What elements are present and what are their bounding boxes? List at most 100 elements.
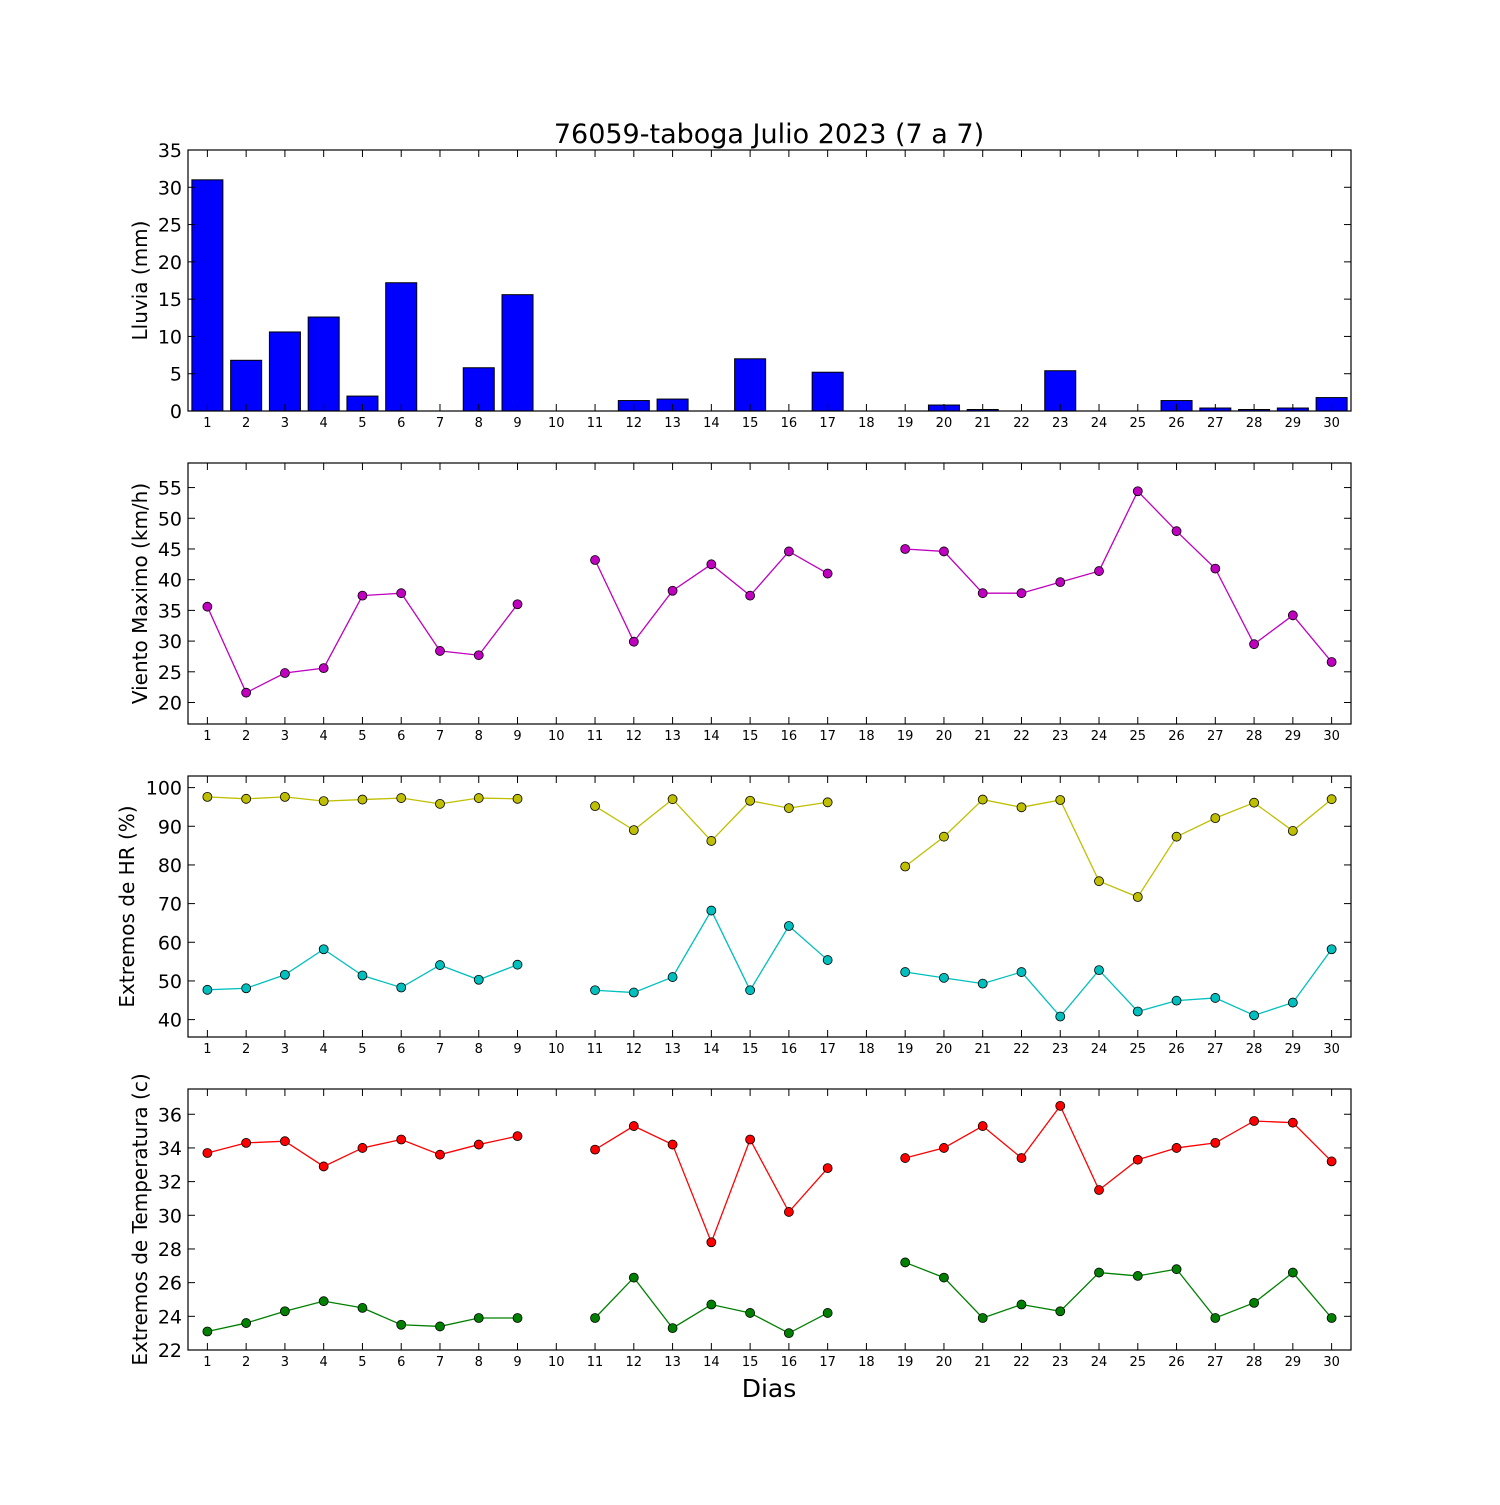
x-tick-label: 28: [1246, 416, 1263, 431]
series-2-point-day-28: [1249, 1297, 1259, 1308]
series-1-point-day-1: [202, 601, 213, 612]
series-1-point-day-9: [512, 599, 523, 610]
series-2-point-day-23: [1055, 1011, 1066, 1022]
x-tick-label: 30: [1323, 1042, 1340, 1057]
series-2-point-day-22: [1016, 1299, 1027, 1310]
series-1-point-day-4: [318, 796, 329, 807]
series-1-point-day-24: [1094, 1185, 1104, 1195]
x-tick-label: 15: [742, 729, 759, 744]
x-tick-label: 15: [742, 416, 759, 431]
series-2-point-day-20: [939, 1272, 949, 1283]
x-axis-label: Dias: [742, 1374, 797, 1403]
series-line-1: [206, 592, 519, 694]
series-2-point-day-5: [357, 970, 368, 981]
series-2-point-day-9: [512, 959, 523, 970]
series-line-2: [905, 948, 1333, 1018]
x-tick-label: 3: [281, 1042, 289, 1057]
x-tick-label: 26: [1168, 1042, 1185, 1057]
series-1-point-day-7: [435, 1149, 445, 1160]
x-tick-label: 22: [1013, 1042, 1030, 1057]
x-tick-label: 24: [1091, 729, 1108, 744]
y-tick-label: 60: [158, 932, 182, 954]
axes-frame: [187, 462, 1352, 725]
bar-day-4: [307, 316, 340, 412]
series-1-point-day-4: [318, 1161, 329, 1172]
x-tick-label: 29: [1285, 1355, 1302, 1370]
series-line-2: [595, 909, 829, 994]
series-1-point-day-16: [783, 546, 794, 557]
bar-day-9: [501, 294, 534, 412]
x-tick-label: 1: [203, 729, 211, 744]
x-tick-label: 28: [1246, 1355, 1263, 1370]
x-tick-label: 26: [1168, 729, 1185, 744]
x-tick-label: 7: [436, 1042, 444, 1057]
series-2-point-day-2: [241, 1318, 252, 1328]
x-tick-label: 18: [858, 729, 875, 744]
series-1-point-day-17: [822, 797, 833, 808]
series-2-point-day-1: [202, 1326, 213, 1337]
y-tick-label: 45: [158, 539, 182, 561]
x-tick-label: 21: [974, 1355, 991, 1370]
series-line-1: [904, 798, 1333, 898]
x-tick-label: 10: [548, 416, 565, 431]
series-2-point-day-15: [745, 1308, 756, 1318]
series-1-point-day-8: [473, 1139, 484, 1150]
series-1-point-day-25: [1132, 486, 1143, 497]
x-tick-label: 12: [626, 1355, 643, 1370]
series-2-point-day-29: [1287, 997, 1298, 1008]
series-1-point-day-22: [1016, 802, 1027, 813]
y-tick-label: 34: [158, 1138, 182, 1160]
y-tick-label: 36: [158, 1104, 182, 1126]
series-2-point-day-16: [783, 1328, 794, 1339]
y-tick-label: 24: [158, 1306, 182, 1328]
bar-day-3: [268, 331, 301, 412]
y-tick-label: 20: [158, 693, 182, 715]
series-1-point-day-5: [357, 794, 368, 805]
x-tick-label: 6: [397, 1355, 405, 1370]
y-tick-label: 10: [158, 326, 182, 348]
series-1-point-day-20: [939, 1143, 949, 1153]
y-axis-label: Lluvia (mm): [128, 221, 152, 341]
bar-day-1: [191, 179, 224, 412]
x-tick-label: 29: [1285, 729, 1302, 744]
x-tick-label: 19: [897, 729, 914, 744]
series-1-point-day-4: [318, 663, 329, 674]
x-tick-label: 21: [974, 1042, 991, 1057]
series-1-point-day-25: [1132, 1154, 1143, 1165]
series-1-point-day-14: [706, 836, 717, 846]
series-2-point-day-17: [822, 1308, 833, 1318]
x-tick-label: 8: [475, 1355, 483, 1370]
x-tick-label: 13: [664, 1042, 681, 1057]
x-tick-label: 11: [587, 729, 604, 744]
x-tick-label: 26: [1168, 1355, 1185, 1370]
x-tick-label: 16: [781, 1042, 798, 1057]
series-2-point-day-26: [1171, 995, 1182, 1006]
x-tick-label: 5: [358, 416, 366, 431]
series-1-point-day-19: [900, 1153, 911, 1163]
y-tick-label: 35: [158, 140, 182, 162]
series-2-point-day-12: [628, 1272, 639, 1283]
series-1-point-day-2: [241, 687, 252, 698]
x-tick-label: 23: [1052, 729, 1069, 744]
series-2-point-day-1: [202, 984, 213, 995]
series-1-point-day-24: [1094, 566, 1104, 576]
x-tick-label: 3: [281, 729, 289, 744]
y-axis-label: Extremos de HR (%): [115, 805, 139, 1007]
x-tick-label: 1: [203, 416, 211, 431]
series-2-point-day-19: [900, 967, 911, 977]
axes-frame: [187, 775, 1352, 1038]
series-1-point-day-15: [745, 795, 756, 806]
series-1-point-day-6: [396, 588, 407, 599]
series-1-point-day-14: [706, 1237, 717, 1248]
series-2-point-day-11: [590, 1313, 600, 1323]
series-1-point-day-17: [822, 568, 833, 579]
x-tick-label: 25: [1130, 729, 1147, 744]
x-tick-label: 5: [358, 1042, 366, 1057]
y-tick-label: 80: [158, 855, 182, 877]
series-1-point-day-21: [977, 1121, 988, 1131]
series-2-point-day-5: [357, 1303, 368, 1313]
series-1-point-day-23: [1055, 795, 1066, 805]
y-axis-label: Viento Maximo (km/h): [128, 483, 152, 704]
